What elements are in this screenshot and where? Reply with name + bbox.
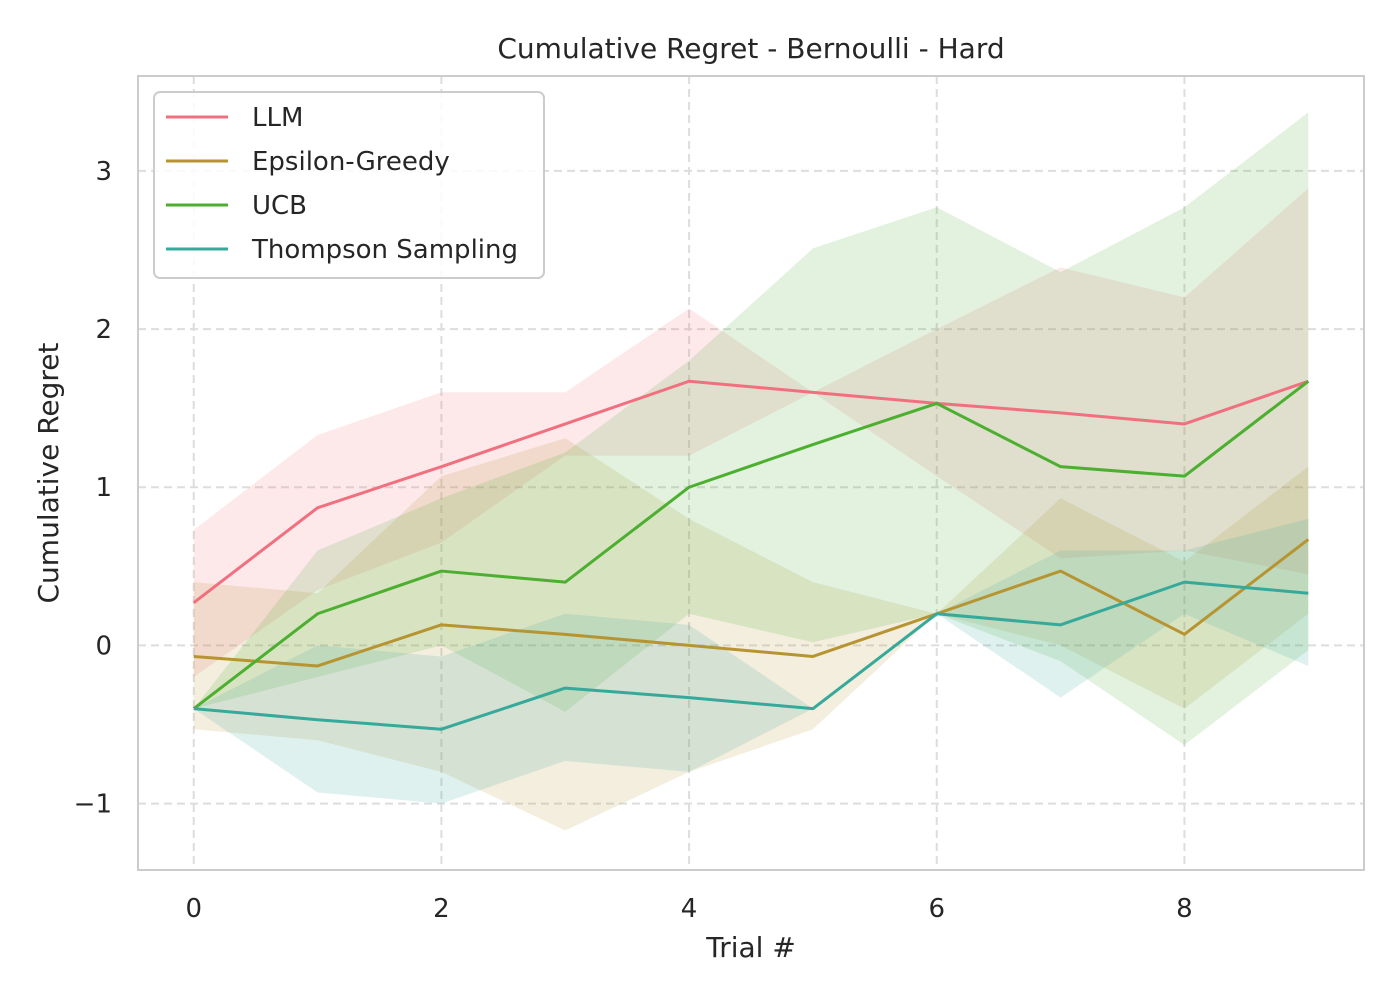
y-tick-label: −1 [74, 790, 112, 820]
confidence-band [193, 112, 1309, 746]
legend: LLM Epsilon-Greedy UCB Thompson Sampling [153, 91, 545, 279]
series-line [192, 380, 1310, 710]
y-tick-label: 3 [95, 157, 112, 187]
x-tick-label: 6 [928, 894, 945, 924]
confidence-band [193, 188, 1309, 678]
y-axis-label: Cumulative Regret [32, 342, 65, 603]
confidence-band [193, 518, 1309, 804]
y-tick-label: 1 [95, 473, 112, 503]
y-axis-ticks: −1 0 1 2 3 [74, 157, 112, 820]
x-tick-label: 0 [185, 894, 202, 924]
x-tick-label: 4 [681, 894, 698, 924]
legend-label: Thompson Sampling [251, 235, 518, 265]
chart-title: Cumulative Regret - Bernoulli - Hard [497, 32, 1004, 65]
x-tick-label: 8 [1176, 894, 1193, 924]
legend-label: LLM [252, 103, 303, 133]
legend-label: UCB [252, 191, 307, 221]
x-axis-ticks: 0 2 4 6 8 [185, 894, 1192, 924]
series-line [193, 580, 1309, 731]
confidence-bands [193, 112, 1309, 831]
series-line [192, 379, 1309, 604]
series-lines [192, 379, 1310, 731]
y-tick-label: 0 [95, 631, 112, 661]
confidence-band [193, 438, 1309, 831]
y-tick-label: 2 [95, 315, 112, 345]
x-tick-label: 2 [433, 894, 450, 924]
plot-frame [137, 75, 1365, 871]
x-axis-label: Trial # [705, 931, 796, 964]
legend-box [153, 91, 545, 279]
legend-label: Epsilon-Greedy [252, 147, 450, 177]
grid [138, 76, 1364, 870]
